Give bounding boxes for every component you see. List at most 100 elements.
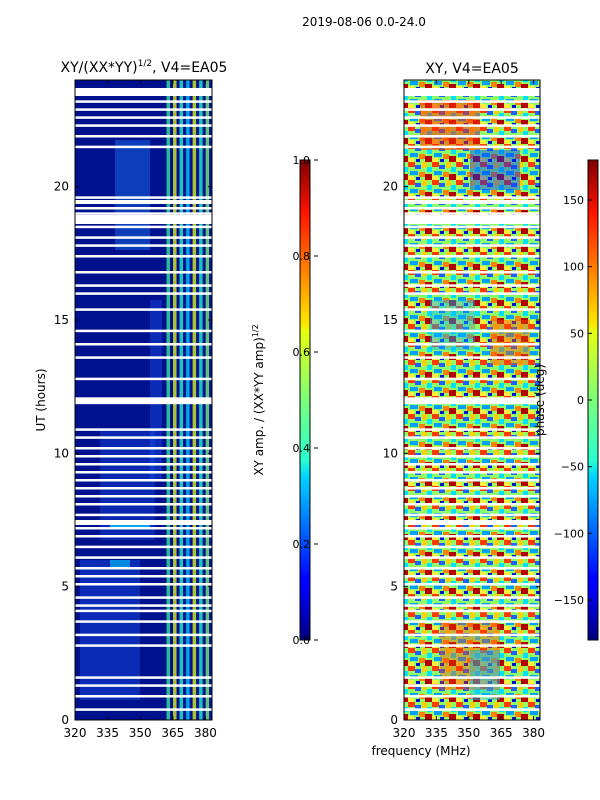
amplitude-colorbar-tick-label: 1.0 (293, 154, 311, 167)
phase-x-tick-label: 320 (393, 726, 416, 740)
phase-flag-line (404, 487, 540, 490)
amplitude-flag-line (75, 535, 212, 538)
amplitude-x-tick-label: 320 (64, 726, 87, 740)
amplitude-flag-line (75, 644, 212, 647)
amplitude-colorbar-tick-label: 0.8 (293, 250, 311, 263)
phase-flag-line (404, 479, 540, 482)
amplitude-y-tick-label: 20 (54, 180, 69, 194)
phase-x-tick-label: 350 (457, 726, 480, 740)
amplitude-x-axis: 320 335 350 365 380 (64, 80, 217, 740)
amplitude-haze-right (150, 300, 162, 480)
amplitude-flag-line (75, 244, 212, 247)
phase-flag-line (404, 708, 540, 711)
amplitude-flag-line (75, 116, 212, 119)
phase-flag-line (404, 545, 540, 549)
amplitude-flag-line (75, 479, 212, 482)
phase-flag-line (404, 401, 540, 405)
amplitude-flag-band (75, 216, 212, 224)
amplitude-haze-high (115, 140, 150, 250)
amplitude-heatmap (75, 80, 212, 720)
amplitude-flag-line (75, 447, 212, 450)
phase-flag-line (404, 503, 540, 506)
amplitude-feature-b (110, 560, 130, 568)
amplitude-x-tick-label: 335 (96, 726, 119, 740)
phase-flag-line (404, 308, 540, 311)
phase-flag-line (404, 255, 540, 258)
amplitude-panel-title: XY/(XX*YY)1/2, V4=EA05 (61, 59, 228, 76)
phase-colorbar-tick-label: 150 (563, 194, 584, 207)
phase-flag-line (404, 676, 540, 679)
amplitude-flag-line (75, 401, 212, 405)
amplitude-x-tick-label: 350 (129, 726, 152, 740)
amplitude-flag-line (75, 124, 212, 127)
amplitude-flag-line (75, 236, 212, 239)
amplitude-colorbar-ticks: 0.0 0.2 0.4 0.6 0.8 1.0 (293, 154, 318, 647)
amplitude-colorbar-gradient (299, 159, 311, 641)
phase-colorbar-ticks: −150 −100 −50 0 50 100 150 (554, 194, 592, 607)
phase-flag-line (404, 609, 540, 613)
phase-flag-line (404, 284, 540, 287)
phase-flag-band (404, 216, 540, 224)
phase-flag-line (404, 196, 540, 199)
amplitude-plot-frame (74, 79, 213, 721)
amplitude-flag-band (75, 397, 212, 403)
phase-flag-line (404, 145, 540, 149)
phase-flag-line (404, 567, 540, 570)
amplitude-flag-line (75, 212, 212, 215)
amplitude-flag-line (75, 284, 212, 287)
phase-x-label: frequency (MHz) (371, 744, 470, 758)
amplitude-flag-line (75, 225, 212, 229)
amplitude-flag-line (75, 377, 212, 381)
amplitude-colorbar-label-sup: 1/2 (251, 324, 260, 337)
phase-flag-line (404, 604, 540, 607)
amplitude-flag-line (75, 145, 212, 149)
phase-flag-line (404, 447, 540, 450)
amplitude-colorbar-tick-label: 0.0 (293, 634, 311, 647)
amplitude-flag-line (75, 308, 212, 311)
amplitude-flag-line (75, 329, 212, 333)
amplitude-flag-lines (75, 88, 212, 711)
phase-flag-line (404, 329, 540, 333)
phase-colorbar: −150 −100 −50 0 50 100 150 phase (deg) (533, 159, 599, 641)
phase-flag-line (404, 455, 540, 458)
phase-flag-band (404, 520, 540, 525)
amplitude-flag-line (75, 343, 212, 346)
amplitude-flag-line (75, 609, 212, 613)
amplitude-flag-line (75, 527, 212, 530)
phase-flag-line (404, 535, 540, 538)
amplitude-flag-line (75, 207, 212, 210)
amplitude-flag-line (75, 487, 212, 490)
amplitude-flag-line (75, 596, 212, 599)
amplitude-flag-line (75, 255, 212, 258)
amplitude-colorbar: 0.0 0.2 0.4 0.6 0.8 1.0 XY amp. / (XX*YY amp)… (251, 154, 318, 647)
phase-heatmap (404, 80, 540, 720)
phase-x-tick-label: 380 (522, 726, 545, 740)
phase-flag-band (404, 88, 540, 96)
phase-flag-line (404, 343, 540, 346)
amplitude-flag-line (75, 503, 212, 506)
amplitude-flag-line (75, 471, 212, 474)
phase-flag-line (404, 583, 540, 586)
amplitude-flag-line (75, 196, 212, 199)
amplitude-flag-line (75, 575, 212, 578)
amplitude-flag-band (75, 520, 212, 525)
phase-flag-line (404, 356, 540, 359)
amplitude-flag-line (75, 356, 212, 359)
amplitude-flag-line (75, 108, 212, 111)
phase-flag-line (404, 244, 540, 247)
phase-flag-line (404, 292, 540, 295)
amplitude-title-sup: 1/2 (138, 59, 152, 69)
phase-x-axis: 320 335 350 365 380 (393, 80, 545, 740)
amplitude-flag-line (75, 604, 212, 607)
phase-y-tick-label: 5 (390, 580, 398, 594)
amplitude-flag-line (75, 567, 212, 570)
phase-flag-line (404, 135, 540, 138)
amplitude-x-tick-label: 380 (194, 726, 217, 740)
amplitude-y-tick-label: 5 (61, 580, 69, 594)
phase-flag-line (404, 108, 540, 111)
amplitude-flag-line (75, 428, 212, 431)
amplitude-y-tick-label: 10 (54, 446, 69, 460)
phase-flag-line (404, 271, 540, 274)
figure-suptitle: 2019-08-06 0.0-24.0 (302, 15, 426, 29)
phase-flag-line (404, 463, 540, 466)
